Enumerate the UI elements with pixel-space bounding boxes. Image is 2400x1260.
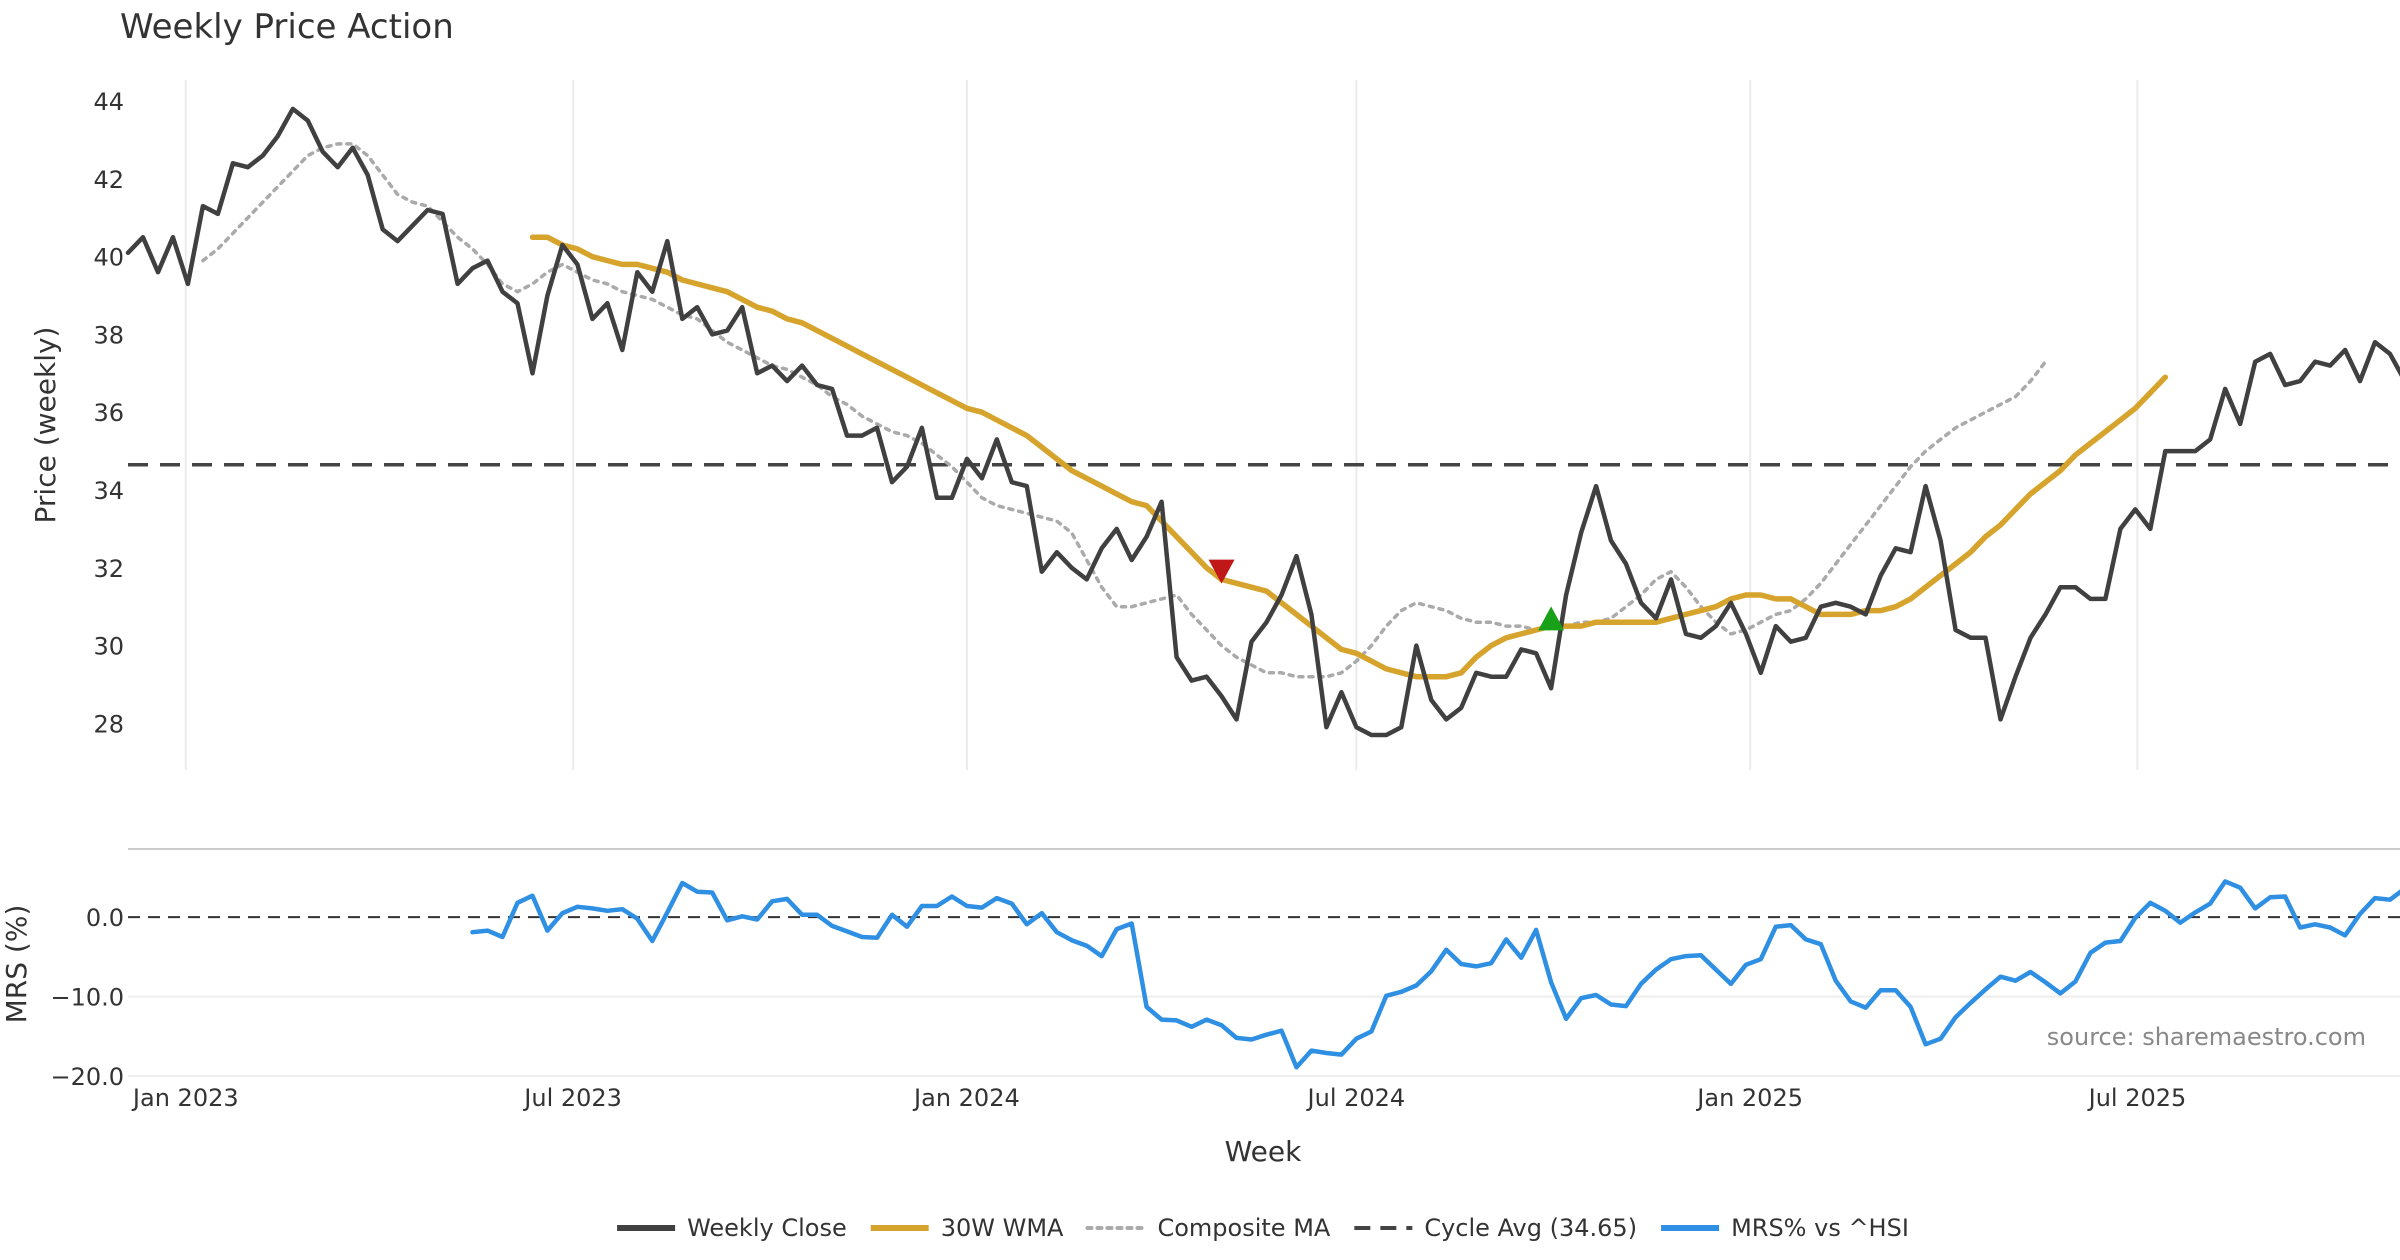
x-tick-label: Jan 2025 bbox=[1695, 1084, 1803, 1112]
x-tick-label: Jan 2024 bbox=[912, 1084, 1020, 1112]
mrs-y-axis-label: MRS (%) bbox=[0, 905, 33, 1024]
x-tick-label: Jul 2023 bbox=[522, 1084, 622, 1112]
composite-ma-line bbox=[201, 142, 2048, 679]
weekly-close-line bbox=[125, 106, 2400, 738]
wma30-line bbox=[529, 234, 2169, 680]
mrs-grid bbox=[128, 995, 2400, 1078]
x-tick-label: Jul 2025 bbox=[2087, 1084, 2187, 1112]
legend-item-label: Composite MA bbox=[1157, 1214, 1330, 1242]
buy-signal-marker bbox=[1538, 606, 1565, 631]
price-y-ticks: 28 30 32 34 36 38 40 42 44 bbox=[93, 88, 124, 738]
mrs-line bbox=[470, 879, 2400, 1070]
mrs-y-tick-label: −20.0 bbox=[50, 1063, 124, 1091]
legend-item-label: Weekly Close bbox=[687, 1214, 847, 1242]
source-note: source: sharemaestro.com bbox=[2047, 1023, 2366, 1051]
sell-signal-marker bbox=[1208, 559, 1235, 584]
legend-item-label: Cycle Avg (34.65) bbox=[1424, 1214, 1637, 1242]
legend-item-label: 30W WMA bbox=[941, 1214, 1064, 1242]
price-y-tick-label: 32 bbox=[93, 555, 124, 583]
mrs-panel: 0.0 −10.0 −20.0 MRS (%) source: sharemaest… bbox=[0, 879, 2400, 1091]
x-tick-label: Jan 2023 bbox=[131, 1084, 239, 1112]
legend-item-label: MRS% vs ^HSI bbox=[1731, 1214, 1909, 1242]
price-y-tick-label: 30 bbox=[93, 633, 124, 661]
x-tick-label: Jul 2024 bbox=[1306, 1084, 1406, 1112]
x-axis-label: Week bbox=[1225, 1135, 1302, 1168]
price-y-tick-label: 36 bbox=[93, 399, 124, 427]
price-y-tick-label: 28 bbox=[93, 710, 124, 738]
price-y-tick-label: 42 bbox=[93, 166, 124, 194]
mrs-y-tick-label: 0.0 bbox=[86, 904, 124, 932]
price-y-tick-label: 38 bbox=[93, 321, 124, 349]
chart-title: Weekly Price Action bbox=[120, 7, 454, 47]
price-y-tick-label: 34 bbox=[93, 477, 124, 505]
price-y-axis-label: Price (weekly) bbox=[29, 327, 62, 524]
x-axis-ticks: Jan 2023 Jul 2023 Jan 2024 Jul 2024 Jan 2025… bbox=[131, 1084, 2186, 1112]
price-y-tick-label: 44 bbox=[93, 88, 124, 116]
mrs-y-tick-label: −10.0 bbox=[50, 984, 124, 1012]
mrs-y-ticks: 0.0 −10.0 −20.0 bbox=[50, 904, 124, 1091]
price-grid bbox=[184, 80, 2139, 770]
mrs-series bbox=[128, 879, 2400, 1070]
price-panel: 28 30 32 34 36 38 40 42 44 Price (weekly) bbox=[29, 80, 2400, 770]
price-signals bbox=[1208, 559, 1565, 631]
legend: Weekly Close 30W WMA Composite MA Cycle Avg… bbox=[617, 1214, 1909, 1242]
price-y-tick-label: 40 bbox=[93, 244, 124, 272]
price-series bbox=[125, 106, 2400, 738]
